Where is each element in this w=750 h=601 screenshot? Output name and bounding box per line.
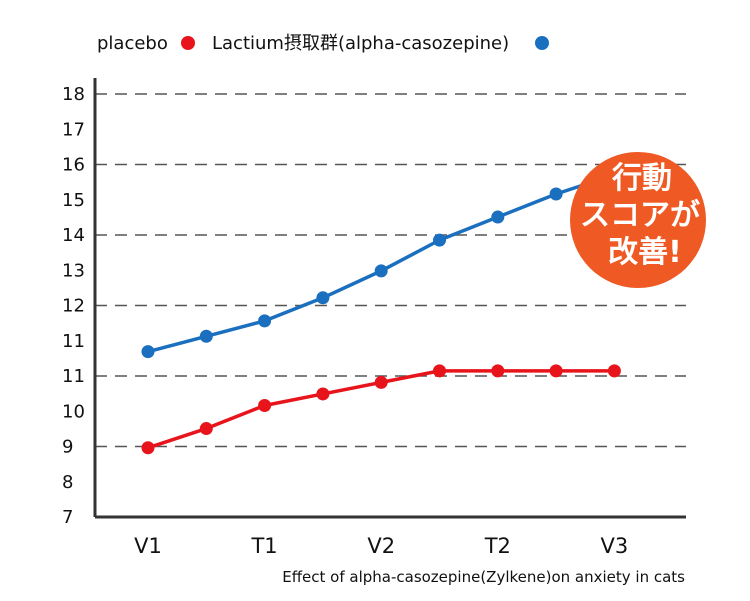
y-tick-label: 17 [62, 119, 85, 140]
x-tick-label: V3 [601, 534, 629, 558]
y-tick-label: 11 [62, 366, 85, 387]
data-point [316, 387, 330, 401]
x-axis-caption: Effect of alpha-casozepine(Zylkene)on an… [282, 568, 685, 586]
series-0 [141, 364, 621, 455]
badge-circle [570, 152, 706, 288]
badge-line-1: 行動 [611, 161, 672, 196]
y-tick-label: 8 [62, 472, 73, 493]
x-tick-label: T1 [250, 534, 277, 558]
data-point [491, 364, 505, 378]
data-point [141, 441, 155, 455]
legend: placebo Lactium摂取群(alpha-casozepine) [97, 33, 549, 54]
data-point [607, 364, 621, 378]
data-point [491, 210, 505, 224]
y-tick-label: 7 [62, 507, 73, 528]
y-tick-label: 12 [62, 296, 85, 317]
legend-marker-placebo [181, 36, 195, 50]
data-point [374, 375, 388, 389]
data-point [316, 291, 330, 305]
y-tick-label: 14 [62, 225, 85, 246]
y-tick-label: 9 [62, 437, 73, 458]
axes [93, 78, 686, 519]
y-tick-label: 16 [62, 155, 85, 176]
legend-label-lactium: Lactium摂取群(alpha-casozepine) [212, 33, 509, 54]
y-tick-label: 15 [62, 190, 85, 211]
badge-line-2: スコアが [580, 198, 700, 233]
data-point [549, 364, 563, 378]
y-tick-label: 18 [62, 84, 85, 105]
x-tick-labels: V1 T1 V2 T2 V3 [134, 534, 628, 558]
data-point [374, 264, 388, 278]
y-tick-label: 13 [62, 260, 85, 281]
x-tick-label: T2 [484, 534, 511, 558]
series-lines [141, 168, 621, 455]
legend-marker-lactium [535, 36, 549, 50]
data-point [549, 187, 563, 201]
x-tick-label: V1 [134, 534, 162, 558]
y-tick-label: 10 [62, 401, 85, 422]
data-point [141, 345, 155, 359]
data-point [433, 233, 446, 247]
data-point [199, 329, 213, 343]
series-1 [141, 168, 621, 359]
x-tick-label: V2 [367, 534, 395, 558]
y-tick-label: 11 [62, 331, 85, 352]
data-point [258, 398, 272, 412]
y-tick-labels: 7 8 9 10 11 11 12 13 14 15 16 17 18 [62, 84, 85, 528]
improvement-badge: 行動 スコアが 改善! [570, 152, 706, 288]
legend-label-placebo: placebo [97, 33, 168, 54]
badge-line-3: 改善! [608, 235, 682, 270]
data-point [258, 314, 272, 328]
data-point [433, 364, 446, 378]
data-point [199, 422, 213, 436]
series-line [147, 173, 615, 354]
